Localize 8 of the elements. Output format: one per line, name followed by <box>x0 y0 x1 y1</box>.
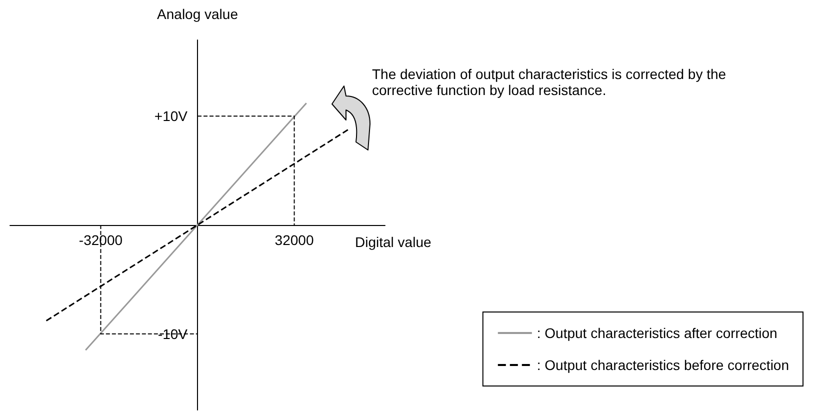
y-tick-label: +10V <box>154 108 188 124</box>
legend-label: : Output characteristics after correction <box>536 325 778 341</box>
x-tick-label: -32000 <box>78 232 123 248</box>
annotation: The deviation of output characteristics is corrected by the corrective function by load resistance. <box>372 66 728 98</box>
x-axis-title: Digital value <box>355 234 432 250</box>
y-axis-title: Analog value <box>157 6 238 22</box>
legend-label: : Output characteristics before correction <box>536 357 789 373</box>
x-tick-label: 32000 <box>274 232 314 248</box>
